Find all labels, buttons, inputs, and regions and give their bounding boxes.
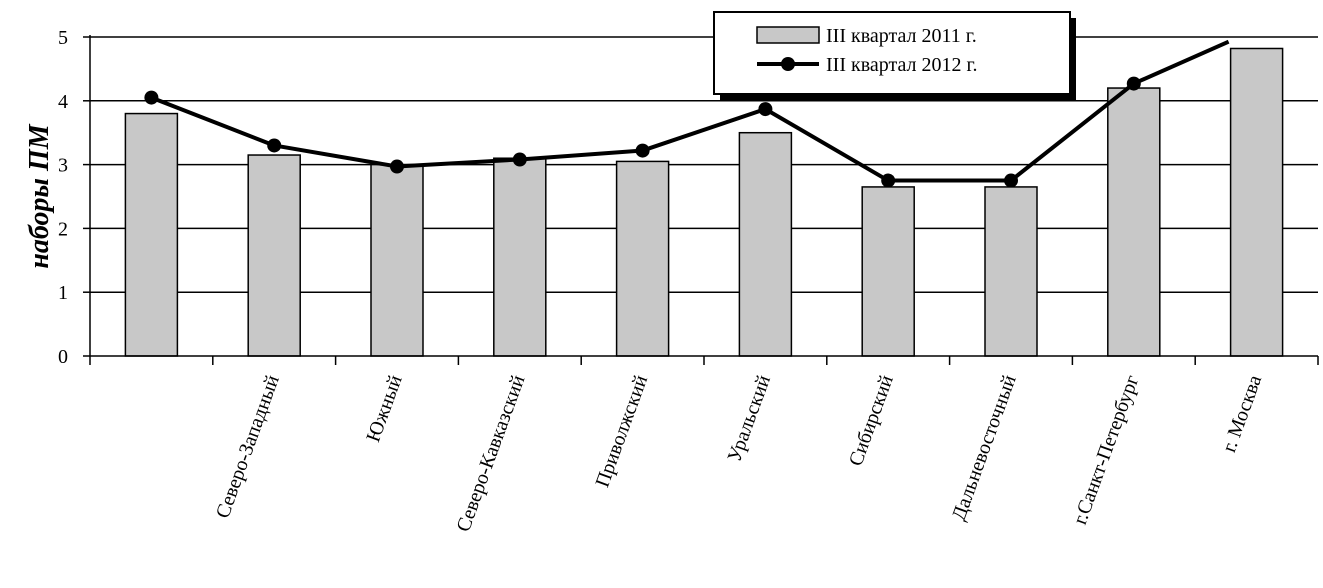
bar: [1107, 87, 1161, 357]
legend-label-2012: III квартал 2012 г.: [826, 54, 977, 76]
line-point: [390, 159, 404, 174]
line-point: [512, 152, 527, 167]
line-point: [1004, 173, 1018, 188]
category-label: г. Москва: [1218, 372, 1266, 455]
legend-marker: [781, 57, 795, 71]
legend-label-2011: III квартал 2011 г.: [826, 25, 977, 47]
y-tick-label: 3: [58, 155, 68, 177]
category-label: Сибирский: [845, 372, 898, 469]
bar: [738, 131, 793, 357]
category-label: Северо-Западный: [212, 372, 284, 521]
line-point: [1126, 76, 1141, 91]
bar: [861, 186, 915, 357]
bar-series: [124, 47, 1284, 357]
category-label: Уральский: [723, 372, 775, 465]
bar: [247, 154, 301, 357]
line-point: [758, 102, 773, 117]
bar: [984, 186, 1038, 357]
bar: [1229, 47, 1284, 357]
category-label: Приволжский: [591, 372, 652, 490]
category-label: Дальневосточный: [948, 372, 1021, 524]
line-point: [267, 138, 282, 153]
legend: III квартал 2011 г. III квартал 2012 г.: [713, 11, 1076, 100]
y-tick-label: 0: [58, 346, 68, 368]
category-label: г.Санкт-Петербург: [1069, 372, 1143, 527]
line-series: [144, 39, 1230, 188]
y-tick-label: 1: [58, 282, 68, 304]
line-point: [144, 90, 159, 105]
series-line: [150, 39, 1230, 183]
bar: [370, 163, 424, 357]
bar: [124, 112, 179, 357]
axes: [83, 35, 1319, 365]
legend-box: [713, 11, 1071, 95]
line-point: [881, 173, 896, 188]
y-axis-label: наборы ПМ: [24, 123, 55, 268]
category-label: Южный: [362, 372, 407, 445]
legend-bar-swatch: [756, 26, 820, 44]
y-tick-labels: 0 1 2 3 4 5: [58, 27, 68, 368]
y-tick-label: 5: [58, 27, 68, 49]
bar: [615, 160, 670, 357]
y-tick-label: 4: [58, 91, 68, 113]
bar: [493, 157, 547, 357]
category-labels: Северо-Западный Южный Северо-Кавказский При…: [212, 372, 1267, 535]
category-label: Северо-Кавказский: [452, 372, 529, 535]
y-tick-label: 2: [58, 218, 68, 240]
line-point: [635, 143, 650, 158]
